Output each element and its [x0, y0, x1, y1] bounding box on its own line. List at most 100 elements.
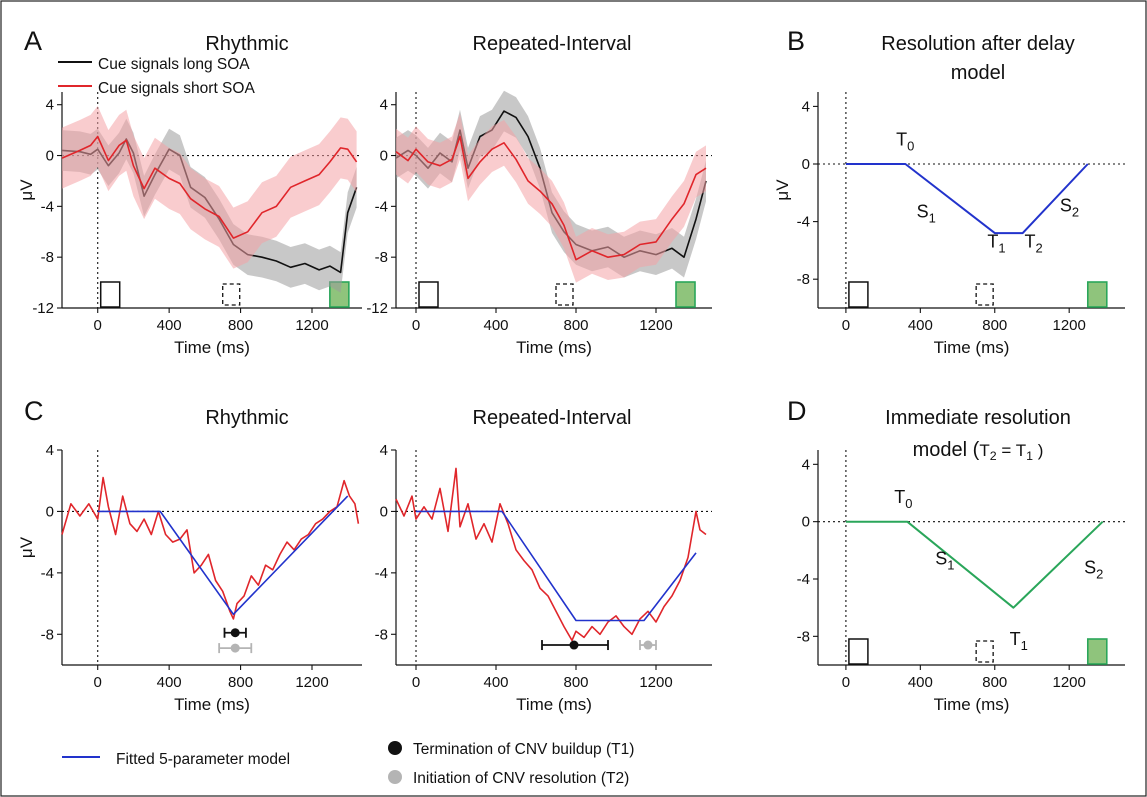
x-tick-label: 400 [483, 674, 508, 691]
short-soa-square [222, 283, 241, 306]
series-line-1 [395, 135, 707, 261]
panel-letter-a: A [24, 26, 42, 56]
cue-square [418, 281, 439, 308]
x-axis-label: Time (ms) [516, 338, 592, 357]
x-axis-label: Time (ms) [516, 695, 592, 714]
cue-square [848, 638, 869, 665]
annotation-t0: T0 [894, 487, 912, 511]
x-tick-label: 0 [94, 317, 102, 334]
series-line-1 [97, 495, 349, 616]
legend-panel-c: Fitted 5-parameter model Termination of … [62, 741, 634, 787]
series-line-0 [61, 476, 360, 620]
y-tick-label: -4 [375, 198, 388, 215]
y-tick-label: -8 [375, 249, 388, 266]
legend-marker-t1 [388, 741, 402, 755]
annotation-s1-sub: 1 [947, 558, 954, 573]
subtitle-part: T [979, 441, 989, 460]
panel-subtitle: model (T2 = T1 ) [913, 439, 1044, 463]
y-tick-label: 4 [380, 442, 388, 459]
y-tick-label: -4 [375, 565, 388, 582]
marker-point [569, 640, 579, 650]
target-square [1086, 281, 1108, 308]
y-tick-label: 4 [802, 98, 810, 115]
chart-c1: 0 400 800 1200 4 0 -4 -8 Time (ms) μV Rhythmic [17, 407, 362, 714]
annotation-s2-sub: 2 [1072, 205, 1079, 220]
series-line-1 [61, 135, 358, 239]
annotation-s2-sub: 2 [1096, 566, 1103, 581]
target-square [1086, 638, 1108, 665]
y-tick-label: 4 [46, 97, 54, 114]
annotation-s2-main: S [1084, 557, 1096, 577]
cue-square [99, 281, 121, 308]
legend-label-t1: Termination of CNV buildup (T1) [413, 741, 634, 758]
subtitle-part: 2 [990, 449, 997, 463]
panel-title: Repeated-Interval [473, 407, 632, 429]
y-tick-label: 0 [802, 156, 810, 173]
short-soa-square [975, 640, 994, 663]
annotation-t0-main: T [894, 487, 905, 507]
x-axis-label: Time (ms) [174, 695, 250, 714]
chart-a1: 0 400 800 1200 4 0 -4 -8 -12 Time (ms) μV Rhythmic [17, 33, 362, 357]
panel-title: Repeated-Interval [473, 33, 632, 55]
x-tick-label: 400 [483, 317, 508, 334]
y-tick-label: 0 [380, 148, 388, 165]
y-tick-label: 0 [46, 503, 54, 520]
subtitle-part: 1 [1026, 449, 1033, 463]
x-axis-label: Time (ms) [174, 338, 250, 357]
x-tick-label: 400 [908, 317, 933, 334]
annotation-t2-sub: 2 [1036, 241, 1043, 256]
marker-point [643, 640, 653, 650]
y-tick-label: 4 [380, 97, 388, 114]
annotation-s1-main: S [917, 201, 929, 221]
series-line-0 [395, 467, 707, 642]
x-tick-label: 800 [563, 674, 588, 691]
y-tick-label: 0 [46, 148, 54, 165]
annotation-t1-main: T [987, 232, 998, 252]
y-tick-label: -8 [375, 626, 388, 643]
x-tick-label: 0 [94, 674, 102, 691]
panel-letter-b: B [787, 26, 805, 56]
annotation-t0-main: T [896, 129, 907, 149]
annotation-s2-main: S [1060, 196, 1072, 216]
y-tick-label: -8 [41, 249, 54, 266]
x-tick-label: 800 [563, 317, 588, 334]
annotation-t0-sub: 0 [905, 496, 912, 511]
annotation-s1: S1 [917, 201, 936, 225]
x-tick-label: 1200 [1052, 674, 1085, 691]
annotation-t1-main: T [1010, 629, 1021, 649]
legend-label-short: Cue signals short SOA [98, 80, 255, 97]
legend-panel-a: Cue signals long SOA Cue signals short S… [58, 56, 255, 97]
annotation-s1-main: S [935, 549, 947, 569]
annotation-s1-sub: 1 [929, 210, 936, 225]
x-tick-label: 1200 [1052, 317, 1085, 334]
panel-subtitle: model [951, 62, 1005, 84]
chart-d: 0 400 800 1200 4 0 -4 -8 Time (ms) Immediate reso… [797, 407, 1125, 714]
chart-c2: 0 400 800 1200 4 0 -4 -8 Time (ms) Repeated-Inter… [375, 407, 712, 714]
cue-square [848, 281, 869, 308]
y-tick-label: -4 [797, 214, 810, 231]
annotation-s2: S2 [1060, 196, 1079, 220]
series-band-1 [396, 113, 706, 283]
series-band-1 [62, 106, 357, 269]
subtitle-part: model ( [913, 439, 980, 461]
legend-label-t2: Initiation of CNV resolution (T2) [413, 770, 629, 787]
y-tick-label: -8 [797, 628, 810, 645]
y-tick-label: -4 [797, 571, 810, 588]
annotation-t1-sub: 1 [1021, 638, 1028, 653]
subtitle-part: T [1016, 441, 1026, 460]
series-line-1 [416, 510, 697, 622]
annotation-t1: T1 [987, 232, 1005, 256]
y-tick-label: -4 [41, 565, 54, 582]
series-line-0 [845, 520, 1104, 609]
chart-b: 0 400 800 1200 4 0 -4 -8 Time (ms) μV Resolution a… [773, 33, 1125, 357]
annotation-s2: S2 [1084, 557, 1103, 581]
target-square [675, 281, 696, 308]
x-tick-label: 0 [842, 317, 850, 334]
legend-marker-t2 [388, 770, 402, 784]
x-tick-label: 400 [157, 317, 182, 334]
annotation-t2: T2 [1025, 232, 1043, 256]
y-tick-label: -8 [41, 626, 54, 643]
x-tick-label: 800 [228, 674, 253, 691]
